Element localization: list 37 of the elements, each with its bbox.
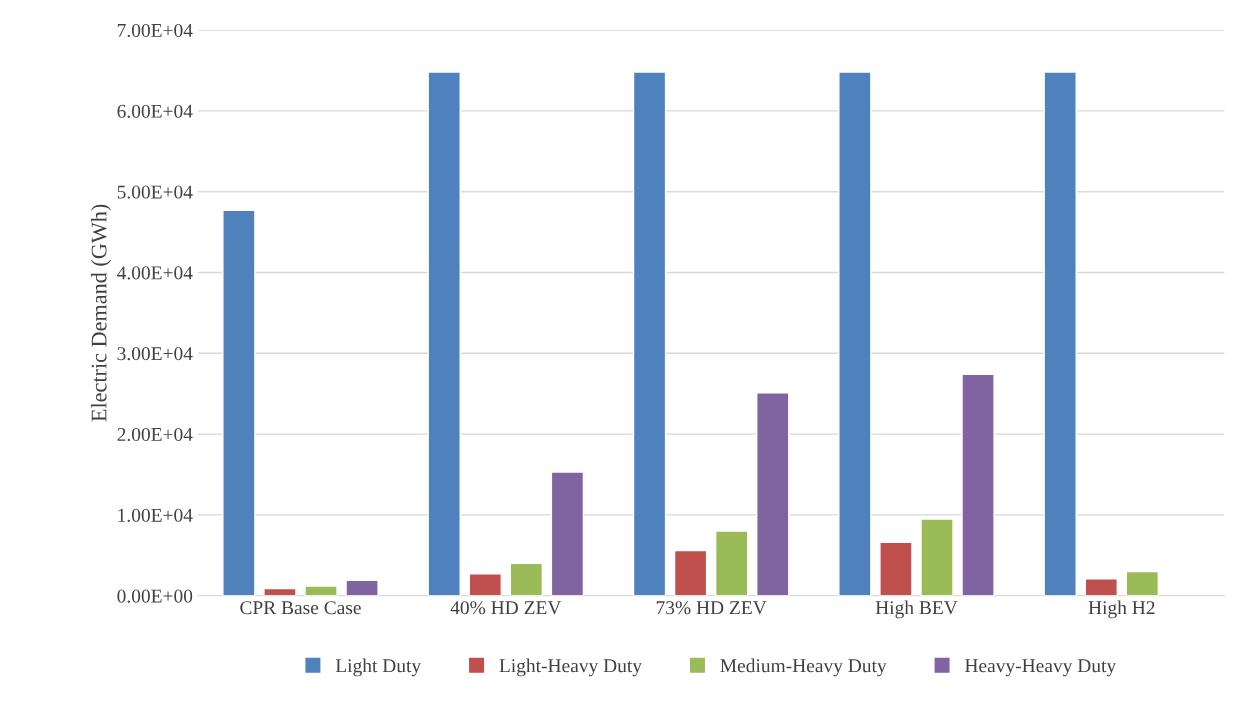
bar	[550, 471, 585, 596]
bar	[1125, 570, 1160, 596]
bar	[673, 549, 708, 596]
x-tick-label: High H2	[1088, 600, 1155, 619]
bar	[756, 392, 790, 596]
x-tick-label: 40% HD ZEV	[450, 601, 562, 615]
legend-label: Medium-Heavy Duty	[720, 658, 887, 677]
bar	[632, 71, 667, 596]
bar	[920, 518, 954, 596]
bar	[509, 562, 544, 596]
bar	[838, 71, 872, 596]
bar	[879, 541, 913, 596]
bar	[1084, 578, 1118, 596]
y-tick-label: 4.00E+04	[117, 266, 193, 280]
legend-label: Light-Heavy Duty	[499, 658, 642, 677]
bar	[263, 587, 297, 596]
bar	[427, 71, 461, 596]
y-tick-label: 3.00E+04	[117, 347, 193, 361]
x-tick-label: High BEV	[875, 600, 958, 619]
bar	[961, 373, 995, 596]
legend-label: Light Duty	[335, 658, 422, 677]
y-axis-title: Electric Demand (GWh)	[90, 204, 112, 422]
y-tick-label: 6.00E+04	[117, 104, 193, 118]
y-tick-label: 2.00E+04	[117, 427, 193, 442]
bar	[304, 585, 338, 596]
y-tick-label: 0.00E+00	[117, 589, 193, 603]
bar	[222, 209, 256, 596]
y-tick-label: 7.00E+04	[117, 23, 193, 38]
bar	[714, 530, 749, 596]
x-tick-label: 73% HD ZEV	[656, 601, 767, 615]
x-tick-label: CPR Base Case	[240, 601, 361, 615]
y-tick-label: 1.00E+04	[118, 508, 193, 522]
y-tick-label: 5.00E+04	[117, 185, 193, 199]
legend-label: Heavy-Heavy Duty	[965, 659, 1117, 677]
bar	[468, 573, 502, 596]
bar	[1043, 71, 1077, 596]
bar	[345, 579, 379, 596]
